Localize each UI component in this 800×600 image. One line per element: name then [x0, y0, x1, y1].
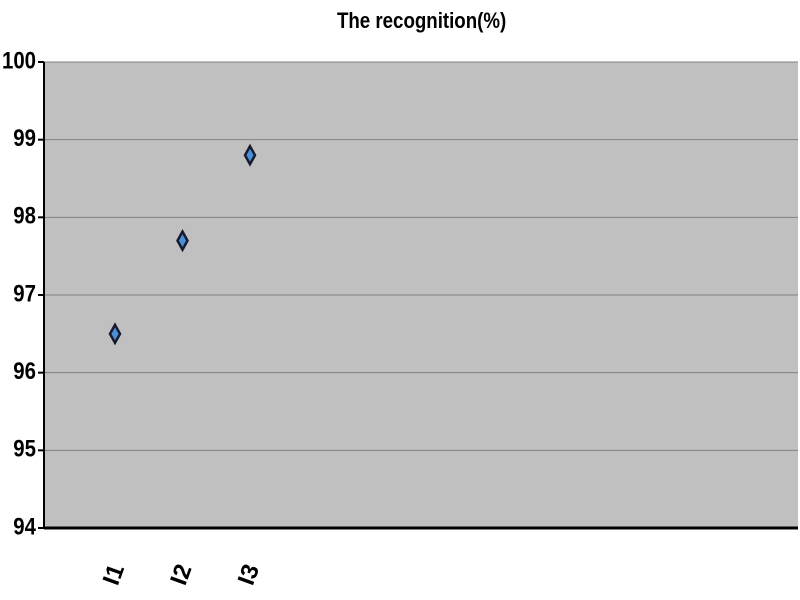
x-tick-label: I3	[233, 561, 265, 589]
x-tick-label: I2	[165, 561, 197, 589]
y-tick-label: 94	[13, 513, 36, 540]
y-tick-label: 95	[13, 435, 36, 462]
y-tick-label: 98	[13, 202, 36, 229]
y-tick-label: 100	[2, 47, 36, 74]
data-point	[176, 229, 189, 253]
y-tick-label: 96	[13, 357, 36, 384]
chart-title: The recognition(%)	[337, 9, 506, 33]
x-tick-label: I1	[98, 561, 130, 589]
data-point	[243, 143, 257, 167]
y-tick-label: 99	[13, 124, 36, 151]
data-point	[108, 322, 122, 346]
y-tick-label: 97	[13, 280, 36, 307]
